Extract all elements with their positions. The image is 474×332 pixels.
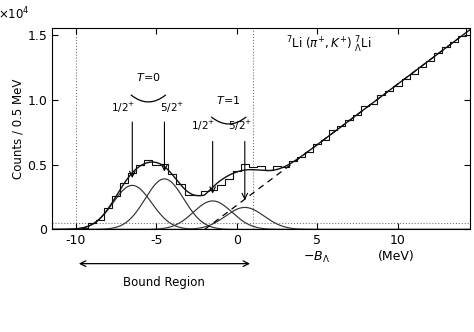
Y-axis label: Counts / 0.5 MeV: Counts / 0.5 MeV	[11, 79, 24, 179]
Text: (MeV): (MeV)	[378, 250, 415, 263]
Text: $5/2^{+}$: $5/2^{+}$	[160, 101, 184, 115]
Text: $1/2^{+}$: $1/2^{+}$	[191, 120, 215, 133]
Text: $T\!=\!0$: $T\!=\!0$	[136, 71, 161, 83]
Text: $\times 10^{4}$: $\times 10^{4}$	[0, 6, 29, 22]
Text: Bound Region: Bound Region	[124, 276, 205, 289]
Text: $^{7}$Li $(\pi^{+}, K^{+})$ $^{7}_{\Lambda}$Li: $^{7}$Li $(\pi^{+}, K^{+})$ $^{7}_{\Lamb…	[286, 35, 372, 54]
Text: $1/2^{+}$: $1/2^{+}$	[110, 101, 135, 115]
Text: $-B_{\Lambda}$: $-B_{\Lambda}$	[303, 250, 329, 265]
Text: $5/2^{+}$: $5/2^{+}$	[228, 120, 252, 133]
Text: $T\!=\!1$: $T\!=\!1$	[216, 94, 241, 106]
